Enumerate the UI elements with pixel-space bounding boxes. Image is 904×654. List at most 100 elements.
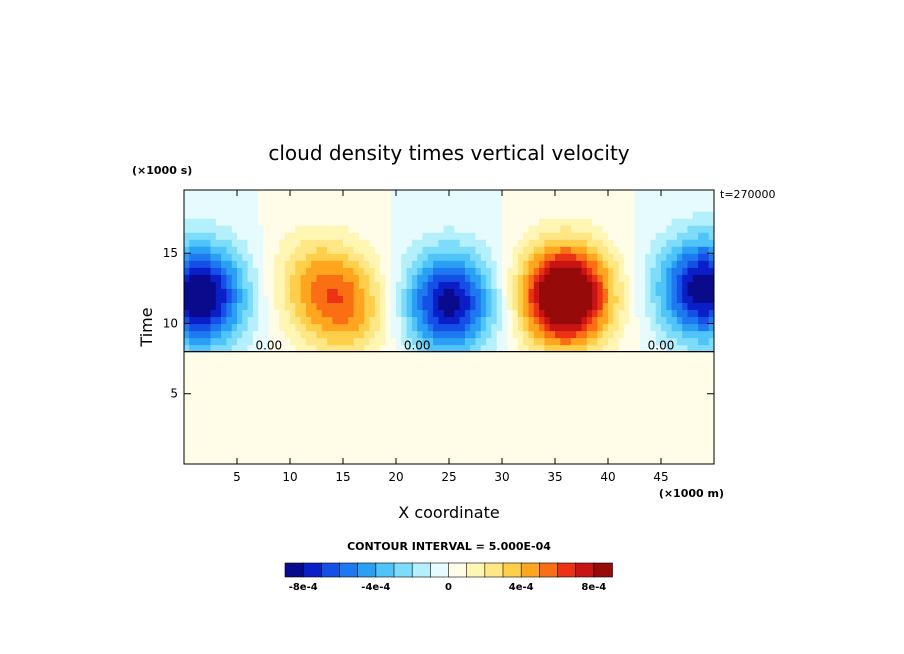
heatmap-cell xyxy=(321,267,328,275)
heatmap-cell xyxy=(263,414,270,423)
heatmap-cell xyxy=(496,302,503,311)
heatmap-cell xyxy=(692,386,699,395)
heatmap-cell xyxy=(592,358,598,367)
heatmap-cell xyxy=(189,204,196,212)
heatmap-cell xyxy=(422,449,429,458)
heatmap-cell xyxy=(369,344,376,353)
heatmap-cell xyxy=(268,351,275,360)
heatmap-cell xyxy=(311,414,318,423)
heatmap-cell xyxy=(491,379,498,388)
heatmap-cell xyxy=(629,344,636,353)
heatmap-cell xyxy=(189,330,196,339)
heatmap-cell xyxy=(242,330,249,339)
heatmap-cell xyxy=(332,414,339,423)
colorbar-swatch xyxy=(411,562,432,578)
heatmap-cell xyxy=(661,295,667,304)
heatmap-cell xyxy=(258,309,265,318)
heatmap-cell xyxy=(602,456,609,464)
heatmap-cell xyxy=(666,225,673,233)
heatmap-cell xyxy=(210,365,217,374)
heatmap-cell xyxy=(682,225,689,233)
heatmap-cell xyxy=(459,197,466,205)
heatmap-cell xyxy=(321,260,328,268)
heatmap-cell xyxy=(560,358,567,367)
colorbar-swatch xyxy=(484,562,504,578)
heatmap-cell xyxy=(401,372,408,381)
heatmap-cell xyxy=(608,295,614,304)
heatmap-cell xyxy=(348,344,355,353)
heatmap-cell xyxy=(650,337,657,346)
heatmap-cell xyxy=(385,211,392,219)
heatmap-cell xyxy=(300,197,307,205)
heatmap-cell xyxy=(433,400,439,409)
heatmap-cell xyxy=(475,302,482,311)
heatmap-cell xyxy=(252,386,259,395)
heatmap-cell xyxy=(708,253,714,261)
heatmap-cell xyxy=(268,232,275,240)
heatmap-cell xyxy=(199,337,206,346)
heatmap-cell xyxy=(555,379,561,388)
heatmap-cell xyxy=(470,253,477,261)
heatmap-cell xyxy=(380,372,386,381)
heatmap-cell xyxy=(671,407,678,416)
heatmap-cell xyxy=(411,274,418,282)
heatmap-cell xyxy=(645,204,651,212)
heatmap-cell xyxy=(480,442,487,451)
heatmap-cell xyxy=(523,239,530,247)
heatmap-cell xyxy=(676,393,683,402)
heatmap-cell xyxy=(295,309,302,318)
heatmap-cell xyxy=(555,393,561,402)
heatmap-cell xyxy=(284,407,291,416)
x-tick-label: 40 xyxy=(600,470,615,484)
heatmap-cell xyxy=(666,344,673,353)
heatmap-cell xyxy=(258,316,265,325)
heatmap-cell xyxy=(422,421,429,430)
heatmap-cell xyxy=(205,253,212,261)
heatmap-cell xyxy=(698,316,704,325)
heatmap-cell xyxy=(337,197,344,205)
heatmap-cell xyxy=(517,351,524,360)
heatmap-cell xyxy=(570,421,577,430)
heatmap-cell xyxy=(613,442,620,451)
heatmap-cell xyxy=(692,421,699,430)
heatmap-cell xyxy=(549,379,556,388)
heatmap-cell xyxy=(305,267,312,275)
heatmap-cell xyxy=(682,190,689,198)
heatmap-cell xyxy=(539,225,545,233)
heatmap-cell xyxy=(284,323,291,332)
heatmap-cell xyxy=(321,253,328,261)
heatmap-cell xyxy=(634,379,641,388)
heatmap-cell xyxy=(576,344,583,353)
heatmap-cell xyxy=(576,197,583,205)
heatmap-cell xyxy=(205,344,212,353)
heatmap-cell xyxy=(565,309,572,318)
heatmap-cell xyxy=(221,267,227,275)
heatmap-cell xyxy=(422,358,429,367)
heatmap-cell xyxy=(247,449,254,458)
heatmap-cell xyxy=(385,330,392,339)
heatmap-cell xyxy=(682,330,689,339)
heatmap-cell xyxy=(507,372,514,381)
heatmap-cell xyxy=(544,330,551,339)
heatmap-cell xyxy=(676,260,683,268)
heatmap-cell xyxy=(676,316,683,325)
heatmap-cell xyxy=(327,456,333,464)
heatmap-cell xyxy=(433,372,439,381)
heatmap-cell xyxy=(692,407,699,416)
heatmap-cell xyxy=(274,288,280,296)
heatmap-cell xyxy=(438,400,445,409)
heatmap-cell xyxy=(623,316,630,325)
heatmap-cell xyxy=(300,274,307,282)
y-tick-label: 5 xyxy=(170,387,178,401)
heatmap-cell xyxy=(528,379,535,388)
heatmap-cell xyxy=(459,330,466,339)
heatmap-cell xyxy=(221,414,227,423)
heatmap-cell xyxy=(263,225,270,233)
heatmap-cell xyxy=(629,379,636,388)
heatmap-cell xyxy=(496,211,503,219)
heatmap-cell xyxy=(496,414,503,423)
heatmap-cell xyxy=(364,407,371,416)
heatmap-cell xyxy=(581,414,588,423)
heatmap-cell xyxy=(507,344,514,353)
heatmap-cell xyxy=(576,239,583,247)
